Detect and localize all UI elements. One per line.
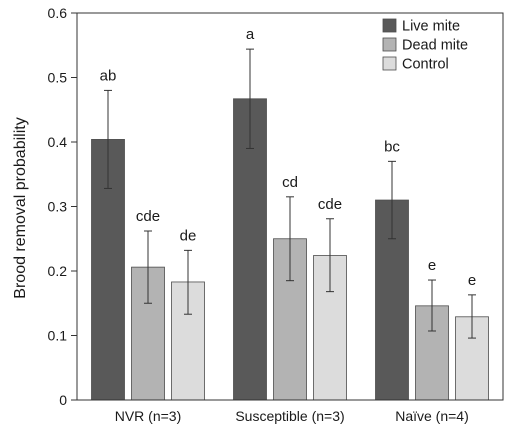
y-tick-label: 0.2 xyxy=(48,263,68,279)
significance-label: e xyxy=(468,272,476,289)
y-tick-label: 0.6 xyxy=(48,5,68,21)
y-axis-ticks: 0 0.1 0.2 0.3 0.4 0.5 0.6 xyxy=(48,5,77,408)
axes xyxy=(76,12,504,401)
significance-label: ab xyxy=(100,67,117,84)
x-tick-label: Naïve (n=4) xyxy=(395,408,469,424)
y-axis-title: Brood removal probability xyxy=(12,117,29,298)
legend-label: Dead mite xyxy=(402,38,468,54)
y-tick-label: 0.5 xyxy=(48,70,68,86)
significance-label: bc xyxy=(384,138,400,155)
legend-label: Control xyxy=(402,57,449,73)
y-tick-label: 0.1 xyxy=(48,328,68,344)
significance-label: cde xyxy=(318,196,342,213)
x-tick-label: Susceptible (n=3) xyxy=(235,408,344,424)
significance-label: cde xyxy=(136,208,160,225)
y-tick-label: 0.4 xyxy=(48,134,68,150)
plot-frame xyxy=(76,12,504,401)
significance-label: cd xyxy=(282,174,298,191)
x-axis-ticks: NVR (n=3) Susceptible (n=3) Naïve (n=4) xyxy=(115,408,469,424)
legend-swatch xyxy=(382,56,397,71)
significance-label: de xyxy=(180,227,197,244)
legend-swatch xyxy=(382,18,397,33)
legend-label: Live mite xyxy=(402,19,460,35)
legend: Live mite Dead mite Control xyxy=(382,18,468,73)
bar-live-mite xyxy=(233,98,267,401)
significance-label: a xyxy=(246,26,255,43)
significance-label: e xyxy=(428,257,436,274)
x-tick-label: NVR (n=3) xyxy=(115,408,182,424)
y-tick-label: 0.3 xyxy=(48,199,68,215)
y-tick-label: 0 xyxy=(59,392,67,408)
legend-swatch xyxy=(382,37,397,52)
